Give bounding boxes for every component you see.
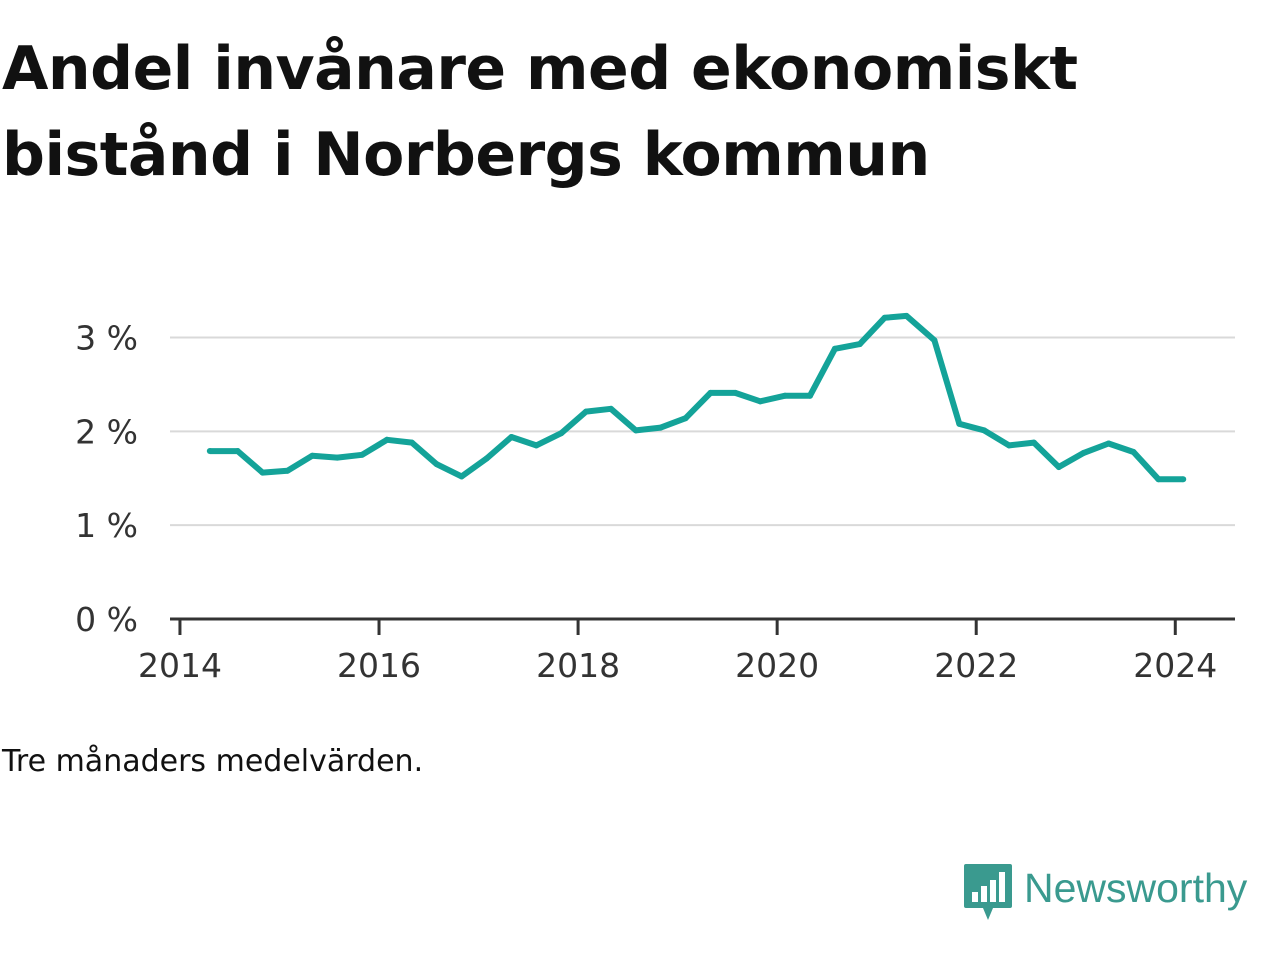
x-tick-label: 2020 bbox=[735, 646, 819, 685]
data-point bbox=[334, 454, 341, 461]
data-point bbox=[1055, 464, 1062, 471]
data-point bbox=[806, 392, 813, 399]
data-point bbox=[1105, 440, 1112, 447]
data-point bbox=[632, 427, 639, 434]
data-point bbox=[1030, 439, 1037, 446]
data-point bbox=[782, 392, 789, 399]
data-point bbox=[707, 389, 714, 396]
data-point bbox=[956, 420, 963, 427]
data-point bbox=[259, 469, 266, 476]
x-axis-ticks: 2014 2016 2018 2020 2022 2024 bbox=[138, 619, 1217, 685]
data-point bbox=[1006, 442, 1013, 449]
series-layer bbox=[206, 312, 1187, 483]
data-point bbox=[657, 424, 664, 431]
x-tick-label: 2018 bbox=[536, 646, 620, 685]
data-point bbox=[831, 345, 838, 352]
data-point bbox=[881, 314, 888, 321]
data-point bbox=[1080, 449, 1087, 456]
y-tick-label: 0 % bbox=[75, 600, 138, 639]
series-line bbox=[209, 312, 1184, 483]
x-tick-label: 2024 bbox=[1133, 646, 1217, 685]
data-point bbox=[533, 442, 540, 449]
data-point bbox=[206, 448, 213, 455]
data-point bbox=[284, 467, 291, 474]
data-point bbox=[856, 341, 863, 348]
data-point bbox=[1180, 476, 1187, 483]
data-point bbox=[1130, 448, 1137, 455]
x-tick-label: 2022 bbox=[934, 646, 1018, 685]
data-point bbox=[408, 439, 415, 446]
x-tick-label: 2016 bbox=[337, 646, 421, 685]
y-tick-label: 1 % bbox=[75, 506, 138, 545]
data-point bbox=[1155, 476, 1162, 483]
data-point bbox=[903, 312, 910, 319]
data-point bbox=[483, 455, 490, 462]
x-tick-label: 2014 bbox=[138, 646, 222, 685]
data-point bbox=[433, 461, 440, 468]
data-point bbox=[757, 398, 764, 405]
data-point bbox=[234, 448, 241, 455]
data-point bbox=[383, 436, 390, 443]
data-point bbox=[359, 451, 366, 458]
data-point bbox=[508, 433, 515, 440]
data-point bbox=[458, 473, 465, 480]
data-point bbox=[558, 430, 565, 437]
brand-name: Newsworthy bbox=[1024, 865, 1248, 911]
bar-chart-speech-bubble-icon bbox=[962, 862, 1014, 928]
grid-lines bbox=[170, 336, 1235, 527]
chart-note: Tre månaders medelvärden. bbox=[2, 744, 424, 779]
data-point bbox=[607, 405, 614, 412]
y-tick-label: 2 % bbox=[75, 412, 138, 451]
data-point bbox=[981, 427, 988, 434]
data-point bbox=[583, 408, 590, 415]
chart-title: Andel invånare med ekonomiskt bistånd i … bbox=[2, 34, 1078, 190]
data-point bbox=[931, 337, 938, 344]
y-tick-label: 3 % bbox=[75, 319, 138, 358]
data-point bbox=[732, 389, 739, 396]
data-point bbox=[309, 452, 316, 459]
brand-logo: Newsworthy bbox=[962, 862, 1247, 926]
y-axis-ticks: 0 % 1 % 2 % 3 % bbox=[75, 319, 138, 639]
data-point bbox=[682, 415, 689, 422]
